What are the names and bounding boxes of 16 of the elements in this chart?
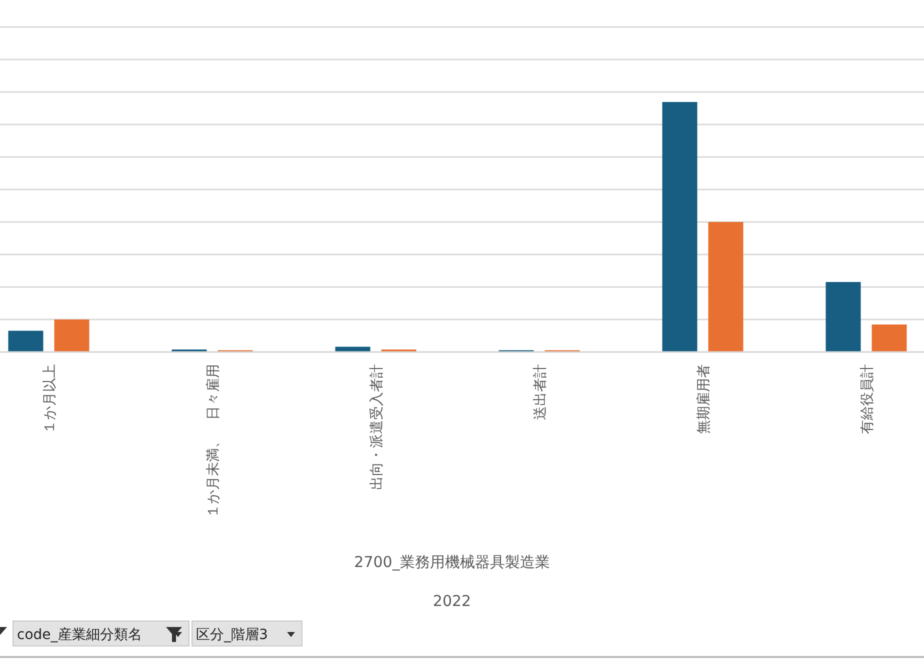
bar [872,324,907,352]
x-axis-title: 2700_業務用機械器具製造業 [354,553,550,571]
x-tick-label: 有給役員計 [859,364,876,434]
x-tick-label: 送出者計 [532,364,548,420]
bar [662,102,698,352]
x-tick-label: 無期雇用者 [696,364,712,434]
x-tick-label: １か月以上 [42,364,58,434]
text: code_産業細分類名 [17,627,142,643]
x-tick-label: 出向・派遣受入者計 [368,364,385,490]
bar [708,222,744,352]
bar [826,282,861,352]
x-tick-label: １か月未満、 日々雇用 [205,364,222,518]
text: 区分_階層3 [196,627,268,643]
bar [8,330,44,352]
text: 2022 [432,592,472,610]
bar [54,320,90,352]
